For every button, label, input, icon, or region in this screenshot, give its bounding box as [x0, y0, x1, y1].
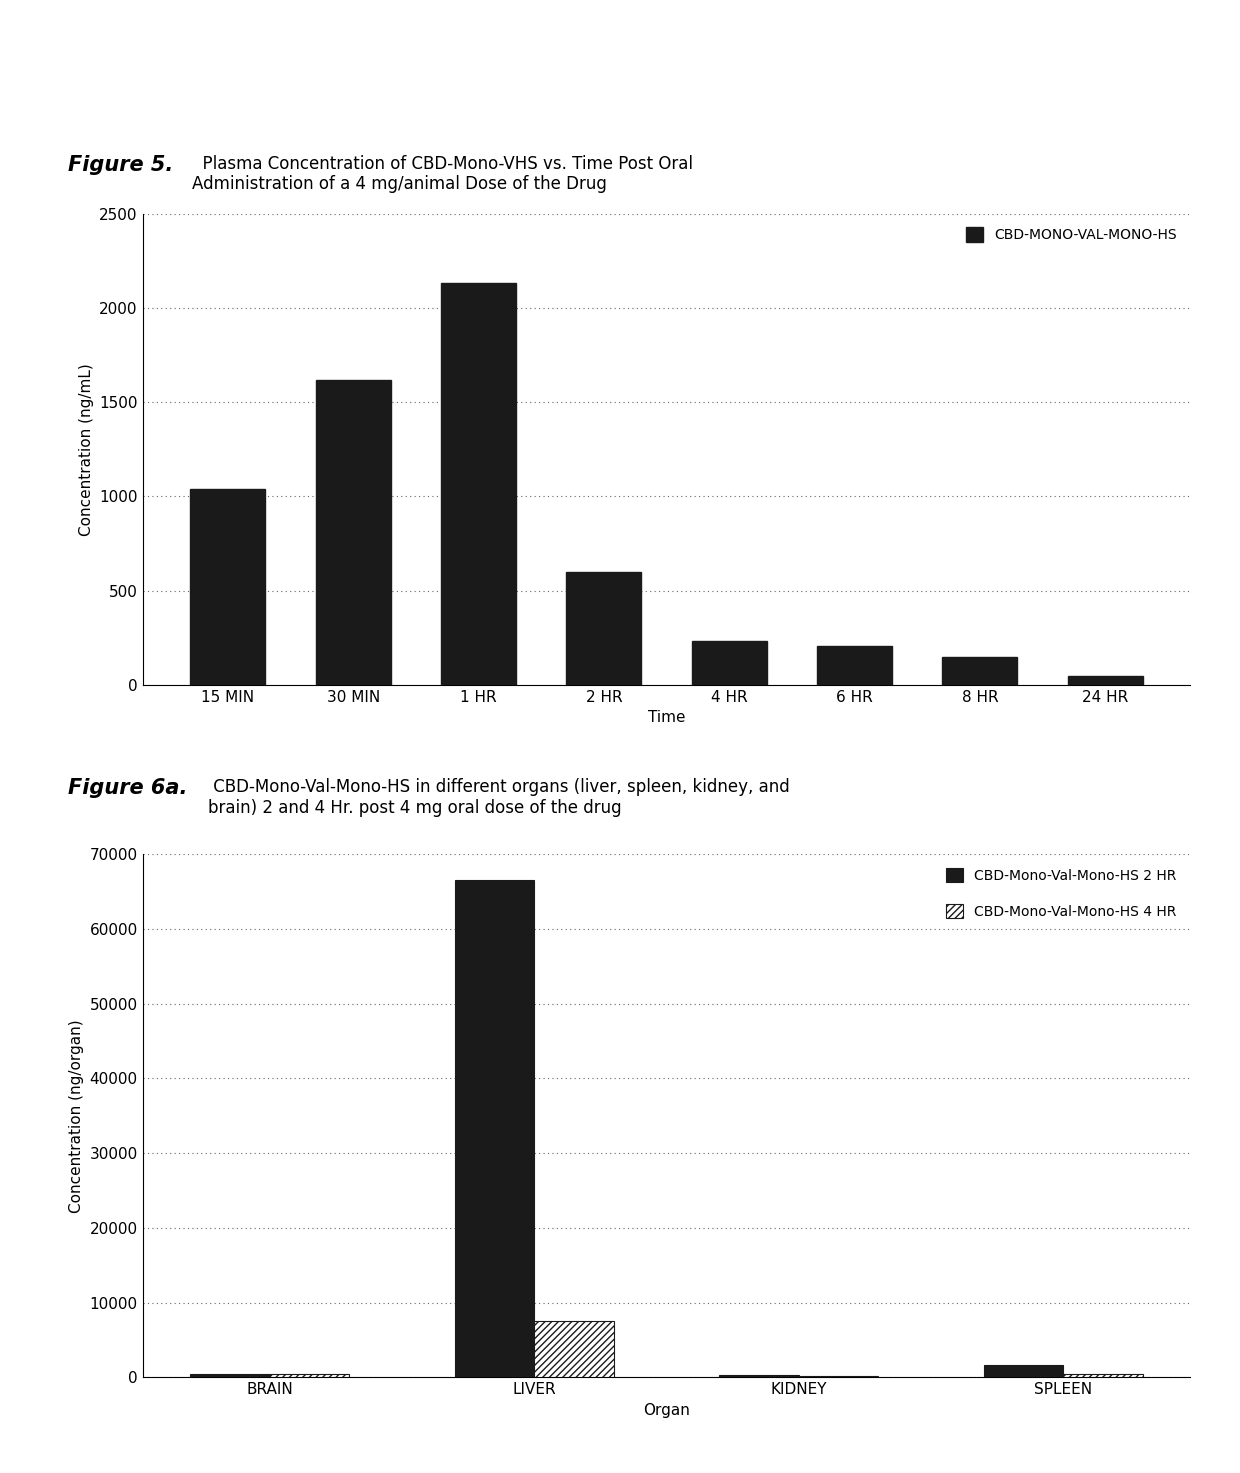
Text: Figure 6a.: Figure 6a. [68, 778, 187, 798]
Legend: CBD-MONO-VAL-MONO-HS: CBD-MONO-VAL-MONO-HS [960, 221, 1183, 249]
Bar [455, 881, 534, 1377]
Bar [315, 380, 391, 685]
Text: CBD-Mono-Val-Mono-HS in different organs (liver, spleen, kidney, and
brain) 2 an: CBD-Mono-Val-Mono-HS in different organs… [208, 778, 790, 816]
Legend: CBD-Mono-Val-Mono-HS 2 HR, CBD-Mono-Val-Mono-HS 4 HR: CBD-Mono-Val-Mono-HS 2 HR, CBD-Mono-Val-… [940, 862, 1183, 925]
Bar [799, 1376, 878, 1377]
Text: Plasma Concentration of CBD-Mono-VHS vs. Time Post Oral
Administration of a 4 mg: Plasma Concentration of CBD-Mono-VHS vs.… [192, 155, 693, 193]
Bar [942, 657, 1018, 685]
X-axis label: Organ: Organ [644, 1402, 689, 1417]
Bar [441, 283, 516, 685]
Bar [692, 641, 766, 685]
Bar [719, 1374, 799, 1377]
Bar [985, 1364, 1064, 1377]
Y-axis label: Concentration (ng/mL): Concentration (ng/mL) [78, 362, 94, 536]
Bar [190, 489, 265, 685]
Text: Figure 5.: Figure 5. [68, 155, 174, 175]
Bar [567, 572, 641, 685]
Bar [534, 1321, 614, 1377]
X-axis label: Time: Time [647, 710, 686, 725]
Bar [1068, 676, 1143, 685]
Bar [190, 1373, 269, 1377]
Bar [269, 1374, 348, 1377]
Bar [817, 647, 892, 685]
Bar [1064, 1374, 1143, 1377]
Y-axis label: Concentration (ng/organ): Concentration (ng/organ) [69, 1019, 84, 1212]
